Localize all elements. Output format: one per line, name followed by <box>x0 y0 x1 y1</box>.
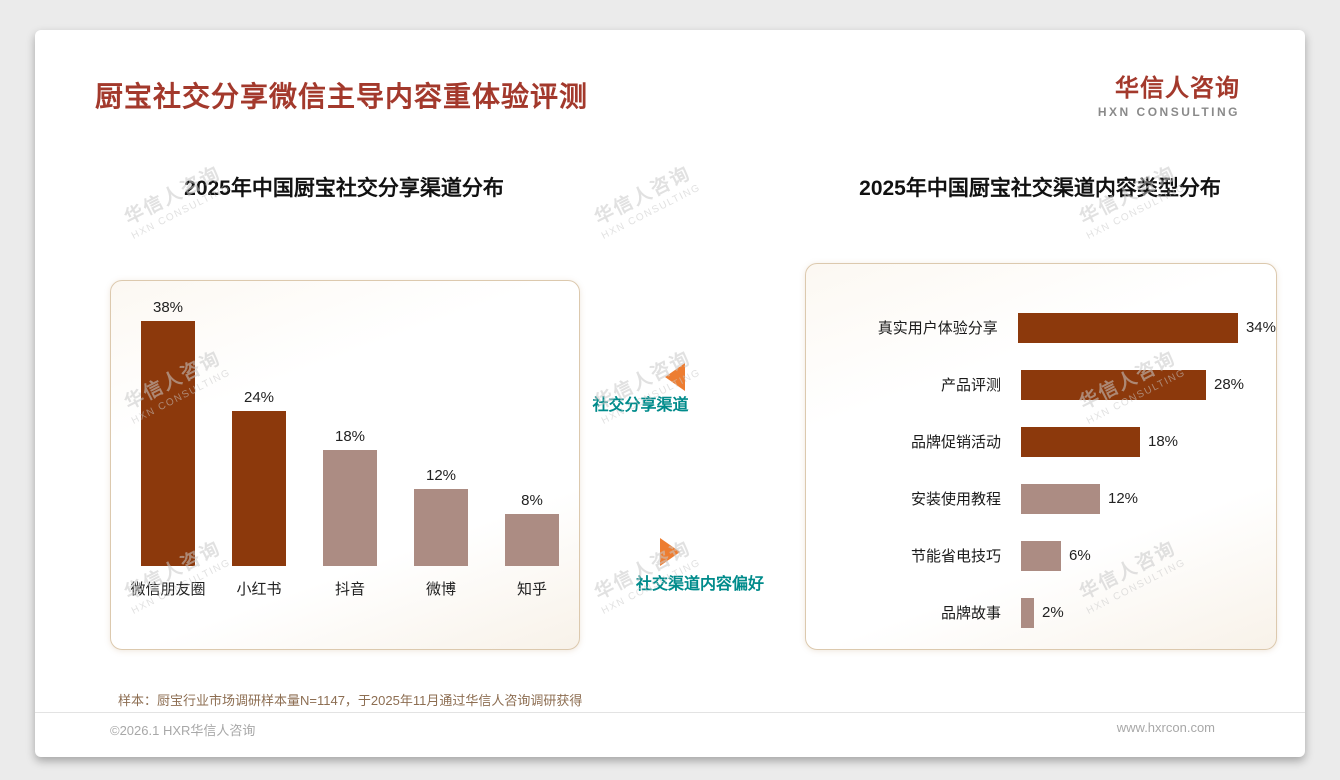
category-label: 安装使用教程 <box>910 491 1001 508</box>
bar-value-label: 18% <box>334 428 366 445</box>
bar-安装使用教程 <box>1021 483 1100 514</box>
category-label: 小红书 <box>236 581 282 598</box>
footer-divider <box>35 712 1305 713</box>
left-chart-title: 2025年中国厨宝社交分享渠道分布 <box>184 177 504 200</box>
bar-value-label: 12% <box>1108 490 1139 507</box>
category-label: 品牌故事 <box>940 605 1001 622</box>
bar-value-label: 28% <box>1214 376 1245 393</box>
brand-logo-en: HXN CONSULTING <box>1097 105 1240 119</box>
vbar-group: 18% <box>323 428 377 566</box>
bar-产品评测 <box>1021 369 1206 400</box>
category-label: 微信朋友圈 <box>130 581 206 598</box>
right-chart-title: 2025年中国厨宝社交渠道内容类型分布 <box>859 177 1221 200</box>
annotation-share-channel: 社交分享渠道 <box>592 397 689 414</box>
watermark: 华信人咨询 HXN CONSULTING <box>587 157 702 242</box>
bar-小红书 <box>232 411 286 566</box>
category-label: 品牌促销活动 <box>910 434 1001 451</box>
watermark-cn-text: 华信人咨询 <box>591 162 695 230</box>
bar-value-label: 34% <box>1245 319 1276 336</box>
bar-value-label: 38% <box>152 299 184 316</box>
share-channel-bar-chart: 38% 24% 18% 12% 8% 微信朋友圈 小红书 抖音 微博 知乎 <box>110 280 580 650</box>
hbar-row: 节能省电技巧 6% <box>806 527 1276 584</box>
vbar-group: 8% <box>505 492 559 566</box>
hbar-row: 安装使用教程 12% <box>806 470 1276 527</box>
hbar-row: 品牌故事 2% <box>806 584 1276 641</box>
vertical-bars: 38% 24% 18% 12% 8% <box>141 299 559 566</box>
hbar-row: 产品评测 28% <box>806 356 1276 413</box>
category-label: 微博 <box>425 581 456 598</box>
bar-value-label: 12% <box>425 467 457 484</box>
category-label-cell: 微信朋友圈 <box>131 578 206 599</box>
bar-品牌促销活动 <box>1021 426 1140 457</box>
horizontal-bars: 真实用户体验分享 34% 产品评测 28% 品牌促销活动 18% 安装使用教程 12% 节能省电… <box>806 299 1276 641</box>
category-label-cell: 知乎 <box>505 578 559 599</box>
content-type-bar-chart: 真实用户体验分享 34% 产品评测 28% 品牌促销活动 18% 安装使用教程 12% 节能省电… <box>805 263 1277 650</box>
bar-真实用户体验分享 <box>1017 312 1238 343</box>
bar-value-label: 6% <box>1069 547 1091 564</box>
bar-微博 <box>414 489 468 566</box>
left-arrow-icon <box>665 363 685 391</box>
bar-微信朋友圈 <box>141 321 195 566</box>
bar-value-label: 18% <box>1148 433 1179 450</box>
watermark-en-text: HXN CONSULTING <box>599 182 703 242</box>
bar-知乎 <box>505 514 559 566</box>
hbar-row: 品牌促销活动 18% <box>806 413 1276 470</box>
bar-节能省电技巧 <box>1021 540 1061 571</box>
category-label: 节能省电技巧 <box>910 548 1001 565</box>
vbar-group: 38% <box>141 299 195 566</box>
brand-logo-cn: 华信人咨询 <box>1115 75 1240 102</box>
bar-品牌故事 <box>1021 597 1034 628</box>
brand-logo: 华信人咨询 HXN CONSULTING <box>1098 68 1240 119</box>
bar-value-label: 8% <box>521 492 543 509</box>
category-label: 知乎 <box>516 581 547 598</box>
bar-抖音 <box>323 450 377 566</box>
report-slide: 厨宝社交分享微信主导内容重体验评测 华信人咨询 HXN CONSULTING 2… <box>35 30 1305 757</box>
category-label: 抖音 <box>334 581 365 598</box>
hbar-row: 真实用户体验分享 34% <box>806 299 1276 356</box>
sample-footnote: 样本：厨宝行业市场调研样本量N=1147，于2025年11月通过华信人咨询调研获… <box>118 693 583 708</box>
category-label-cell: 抖音 <box>323 578 377 599</box>
vertical-bar-category-labels: 微信朋友圈 小红书 抖音 微博 知乎 <box>131 578 559 599</box>
right-arrow-icon <box>660 538 680 566</box>
category-label-cell: 微博 <box>414 578 468 599</box>
website-url: www.hxrcon.com <box>1116 720 1215 735</box>
bar-value-label: 2% <box>1042 604 1064 621</box>
copyright-text: ©2026.1 HXR华信人咨询 <box>110 723 256 738</box>
category-label: 产品评测 <box>940 377 1001 394</box>
category-label-cell: 小红书 <box>232 578 286 599</box>
page-title: 厨宝社交分享微信主导内容重体验评测 <box>95 81 589 112</box>
bar-value-label: 24% <box>243 389 275 406</box>
vbar-group: 24% <box>232 389 286 566</box>
vbar-group: 12% <box>414 467 468 566</box>
category-label: 真实用户体验分享 <box>877 320 998 337</box>
annotation-content-preference: 社交渠道内容偏好 <box>635 576 764 593</box>
